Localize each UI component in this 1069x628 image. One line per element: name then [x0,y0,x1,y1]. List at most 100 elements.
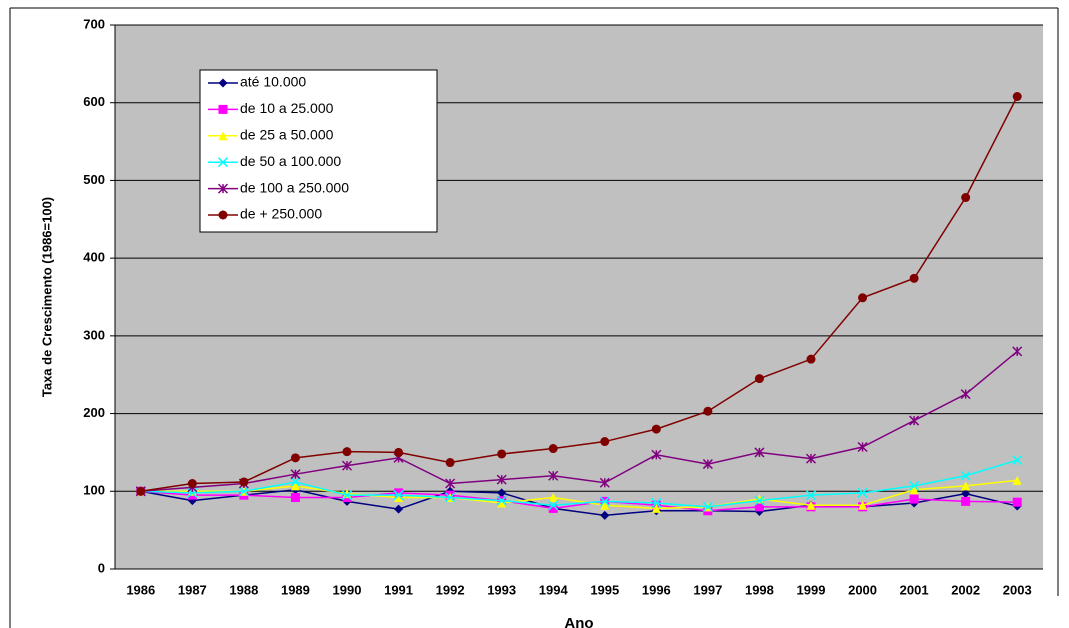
marker [651,424,661,434]
y-axis-label: Taxa de Crescimento (1986=100) [39,197,54,397]
marker [754,495,765,506]
marker [548,470,559,481]
marker [858,500,868,510]
marker [445,458,455,468]
marker [1012,455,1023,466]
y-tick-label: 0 [98,560,105,575]
marker [857,487,868,498]
marker [548,503,558,513]
marker [961,489,971,499]
x-tick-label: 1996 [642,582,671,597]
y-tick-label: 600 [83,94,105,109]
marker [393,490,404,501]
marker [600,500,610,510]
marker [238,486,249,497]
x-tick-label: 1987 [178,582,207,597]
x-tick-label: 1986 [126,582,155,597]
marker [218,104,228,114]
legend-label: de 100 a 250.000 [240,179,349,195]
marker [805,490,817,501]
marker [961,481,971,491]
marker [754,374,764,384]
y-tick-label: 500 [83,172,105,187]
x-tick-label: 2000 [848,582,877,597]
x-tick-label: 1989 [281,582,310,597]
marker [548,444,558,454]
marker [909,494,919,504]
marker [651,503,661,513]
marker [548,493,558,503]
x-tick-label: 1991 [384,582,413,597]
marker [394,504,404,514]
marker [342,447,352,457]
marker [341,490,353,501]
marker [909,415,920,426]
marker [217,183,229,194]
marker [600,437,610,447]
marker [548,500,559,511]
marker [599,496,610,507]
marker [218,131,228,141]
series-line [140,479,1018,510]
series-line [140,490,1018,512]
marker [187,479,197,489]
marker [754,447,765,458]
marker [961,496,971,506]
marker [703,406,713,416]
x-tick-label: 2003 [1003,582,1032,597]
marker [960,470,971,481]
marker [909,480,920,491]
marker [218,78,228,88]
marker [497,449,507,459]
marker [805,453,817,464]
marker [909,273,919,283]
marker [290,476,301,487]
y-tick-label: 300 [83,327,105,342]
marker [754,502,764,512]
marker [290,481,300,491]
marker [290,469,301,480]
marker [136,486,146,496]
x-tick-label: 1994 [539,582,569,597]
marker [651,497,662,508]
marker [857,441,868,453]
marker [1012,497,1022,507]
marker [806,354,816,364]
x-tick-label: 1997 [693,582,722,597]
legend-label: de 10 a 25.000 [240,100,334,116]
series-line [140,96,1018,493]
marker [1012,346,1023,357]
x-tick-label: 1992 [436,582,465,597]
marker [497,488,507,498]
x-tick-label: 2002 [951,582,980,597]
y-tick-label: 400 [83,250,105,265]
x-tick-label: 1998 [745,582,774,597]
marker [1012,475,1022,485]
marker [909,485,919,495]
marker [239,477,249,487]
marker [217,157,229,168]
marker [599,477,610,488]
marker [1012,91,1022,101]
marker [218,210,228,220]
y-tick-label: 700 [83,16,105,31]
x-axis-label: Ano [564,615,593,628]
legend-label: de + 250.000 [240,206,322,222]
marker [445,492,456,503]
y-tick-label: 100 [83,483,105,498]
marker [496,474,507,485]
marker [445,478,456,489]
x-tick-label: 1995 [590,582,619,597]
marker [600,510,610,520]
marker [806,500,816,510]
marker [394,493,404,503]
marker [858,293,868,303]
legend-box [199,69,438,233]
marker [702,459,713,470]
marker [290,493,300,503]
marker [702,501,713,512]
marker [290,453,300,463]
marker [651,449,662,460]
marker [394,488,404,498]
